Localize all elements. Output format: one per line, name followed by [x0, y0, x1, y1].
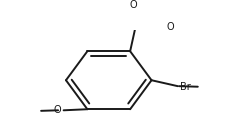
Text: O: O [166, 22, 174, 32]
Text: O: O [54, 105, 62, 115]
Text: Br: Br [180, 82, 191, 92]
Text: O: O [129, 0, 137, 10]
